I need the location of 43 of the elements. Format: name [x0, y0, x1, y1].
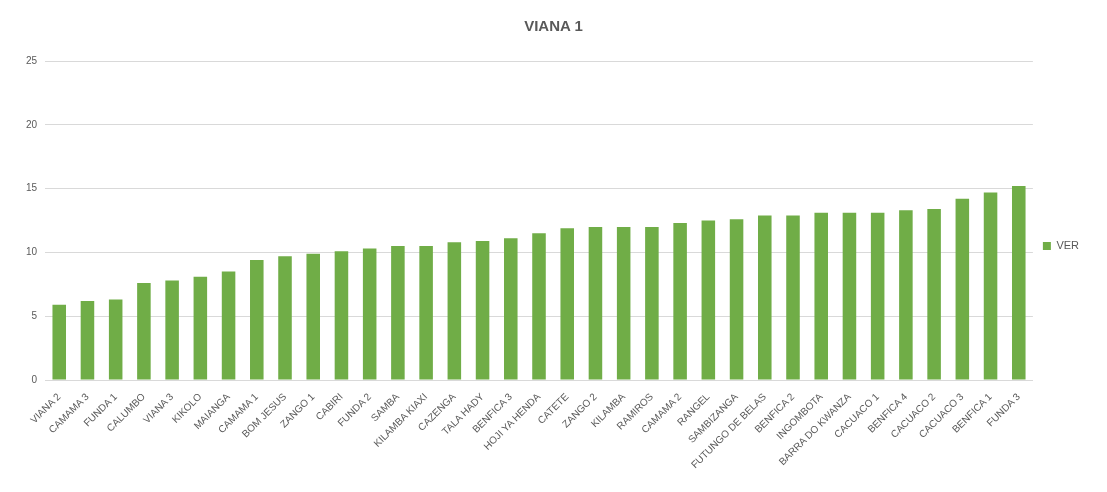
bar	[870, 212, 885, 380]
bar	[814, 212, 828, 380]
bar	[758, 215, 772, 380]
chart-title: VIANA 1	[524, 17, 583, 35]
bar	[165, 280, 179, 380]
bar	[80, 300, 95, 380]
bar	[729, 219, 744, 380]
y-tick-label: 20	[26, 118, 38, 130]
bar	[927, 209, 941, 380]
bar	[899, 210, 913, 380]
bar	[701, 220, 716, 380]
bar	[334, 251, 349, 380]
bar	[137, 283, 151, 380]
bar	[983, 192, 998, 380]
bar	[842, 212, 857, 380]
bar	[560, 228, 574, 380]
bar	[362, 248, 377, 380]
y-tick-label: 10	[26, 246, 38, 258]
bar	[475, 240, 490, 380]
bar	[955, 198, 970, 380]
bar	[250, 260, 264, 380]
bar	[786, 215, 800, 380]
bar	[673, 223, 687, 380]
bar	[616, 226, 631, 380]
bar	[419, 246, 433, 380]
bar	[193, 276, 208, 380]
bar	[221, 271, 236, 380]
bar	[278, 256, 292, 380]
bar	[588, 226, 603, 380]
bar	[306, 253, 320, 380]
bar	[645, 226, 659, 380]
bar	[52, 304, 67, 380]
bar	[447, 242, 462, 380]
bar	[504, 238, 518, 380]
bar	[532, 233, 546, 380]
legend-label: VER	[1056, 239, 1080, 252]
y-tick-label: 15	[26, 182, 38, 194]
bar	[108, 299, 123, 380]
bar	[1012, 186, 1026, 380]
y-tick-label: 5	[31, 309, 38, 321]
y-tick-label: 25	[26, 54, 38, 66]
y-tick-label: 0	[31, 373, 38, 385]
bar	[391, 246, 405, 380]
